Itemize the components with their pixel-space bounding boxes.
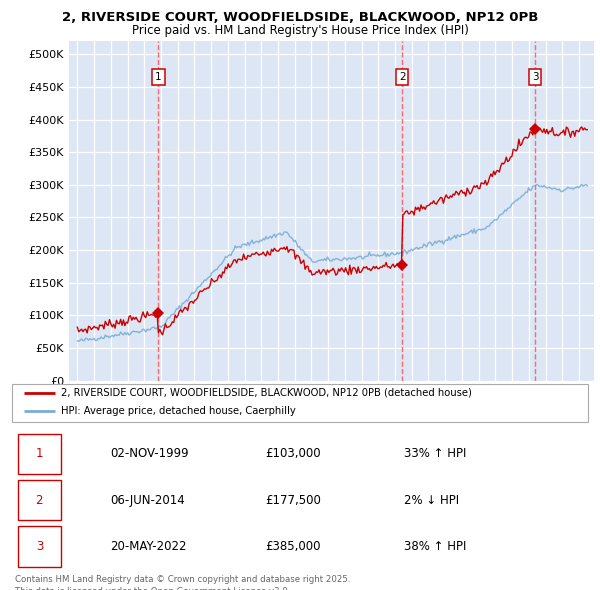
Text: 1: 1 xyxy=(155,72,161,82)
Text: 1: 1 xyxy=(35,447,43,460)
FancyBboxPatch shape xyxy=(18,434,61,474)
Text: 06-JUN-2014: 06-JUN-2014 xyxy=(110,493,185,507)
Text: 2, RIVERSIDE COURT, WOODFIELDSIDE, BLACKWOOD, NP12 0PB: 2, RIVERSIDE COURT, WOODFIELDSIDE, BLACK… xyxy=(62,11,538,24)
Text: 02-NOV-1999: 02-NOV-1999 xyxy=(110,447,188,460)
Text: £103,000: £103,000 xyxy=(265,447,321,460)
Text: 2, RIVERSIDE COURT, WOODFIELDSIDE, BLACKWOOD, NP12 0PB (detached house): 2, RIVERSIDE COURT, WOODFIELDSIDE, BLACK… xyxy=(61,388,472,398)
Text: 38% ↑ HPI: 38% ↑ HPI xyxy=(404,540,466,553)
Text: £385,000: £385,000 xyxy=(265,540,321,553)
Text: Contains HM Land Registry data © Crown copyright and database right 2025.
This d: Contains HM Land Registry data © Crown c… xyxy=(15,575,350,590)
Text: 3: 3 xyxy=(35,540,43,553)
FancyBboxPatch shape xyxy=(18,480,61,520)
Text: 2% ↓ HPI: 2% ↓ HPI xyxy=(404,493,459,507)
Text: HPI: Average price, detached house, Caerphilly: HPI: Average price, detached house, Caer… xyxy=(61,406,296,416)
Text: 2: 2 xyxy=(35,493,43,507)
Text: 2: 2 xyxy=(399,72,406,82)
Text: 33% ↑ HPI: 33% ↑ HPI xyxy=(404,447,466,460)
Text: £177,500: £177,500 xyxy=(265,493,322,507)
Text: Price paid vs. HM Land Registry's House Price Index (HPI): Price paid vs. HM Land Registry's House … xyxy=(131,24,469,37)
Text: 3: 3 xyxy=(532,72,538,82)
FancyBboxPatch shape xyxy=(12,384,588,422)
Text: 20-MAY-2022: 20-MAY-2022 xyxy=(110,540,187,553)
FancyBboxPatch shape xyxy=(18,526,61,566)
